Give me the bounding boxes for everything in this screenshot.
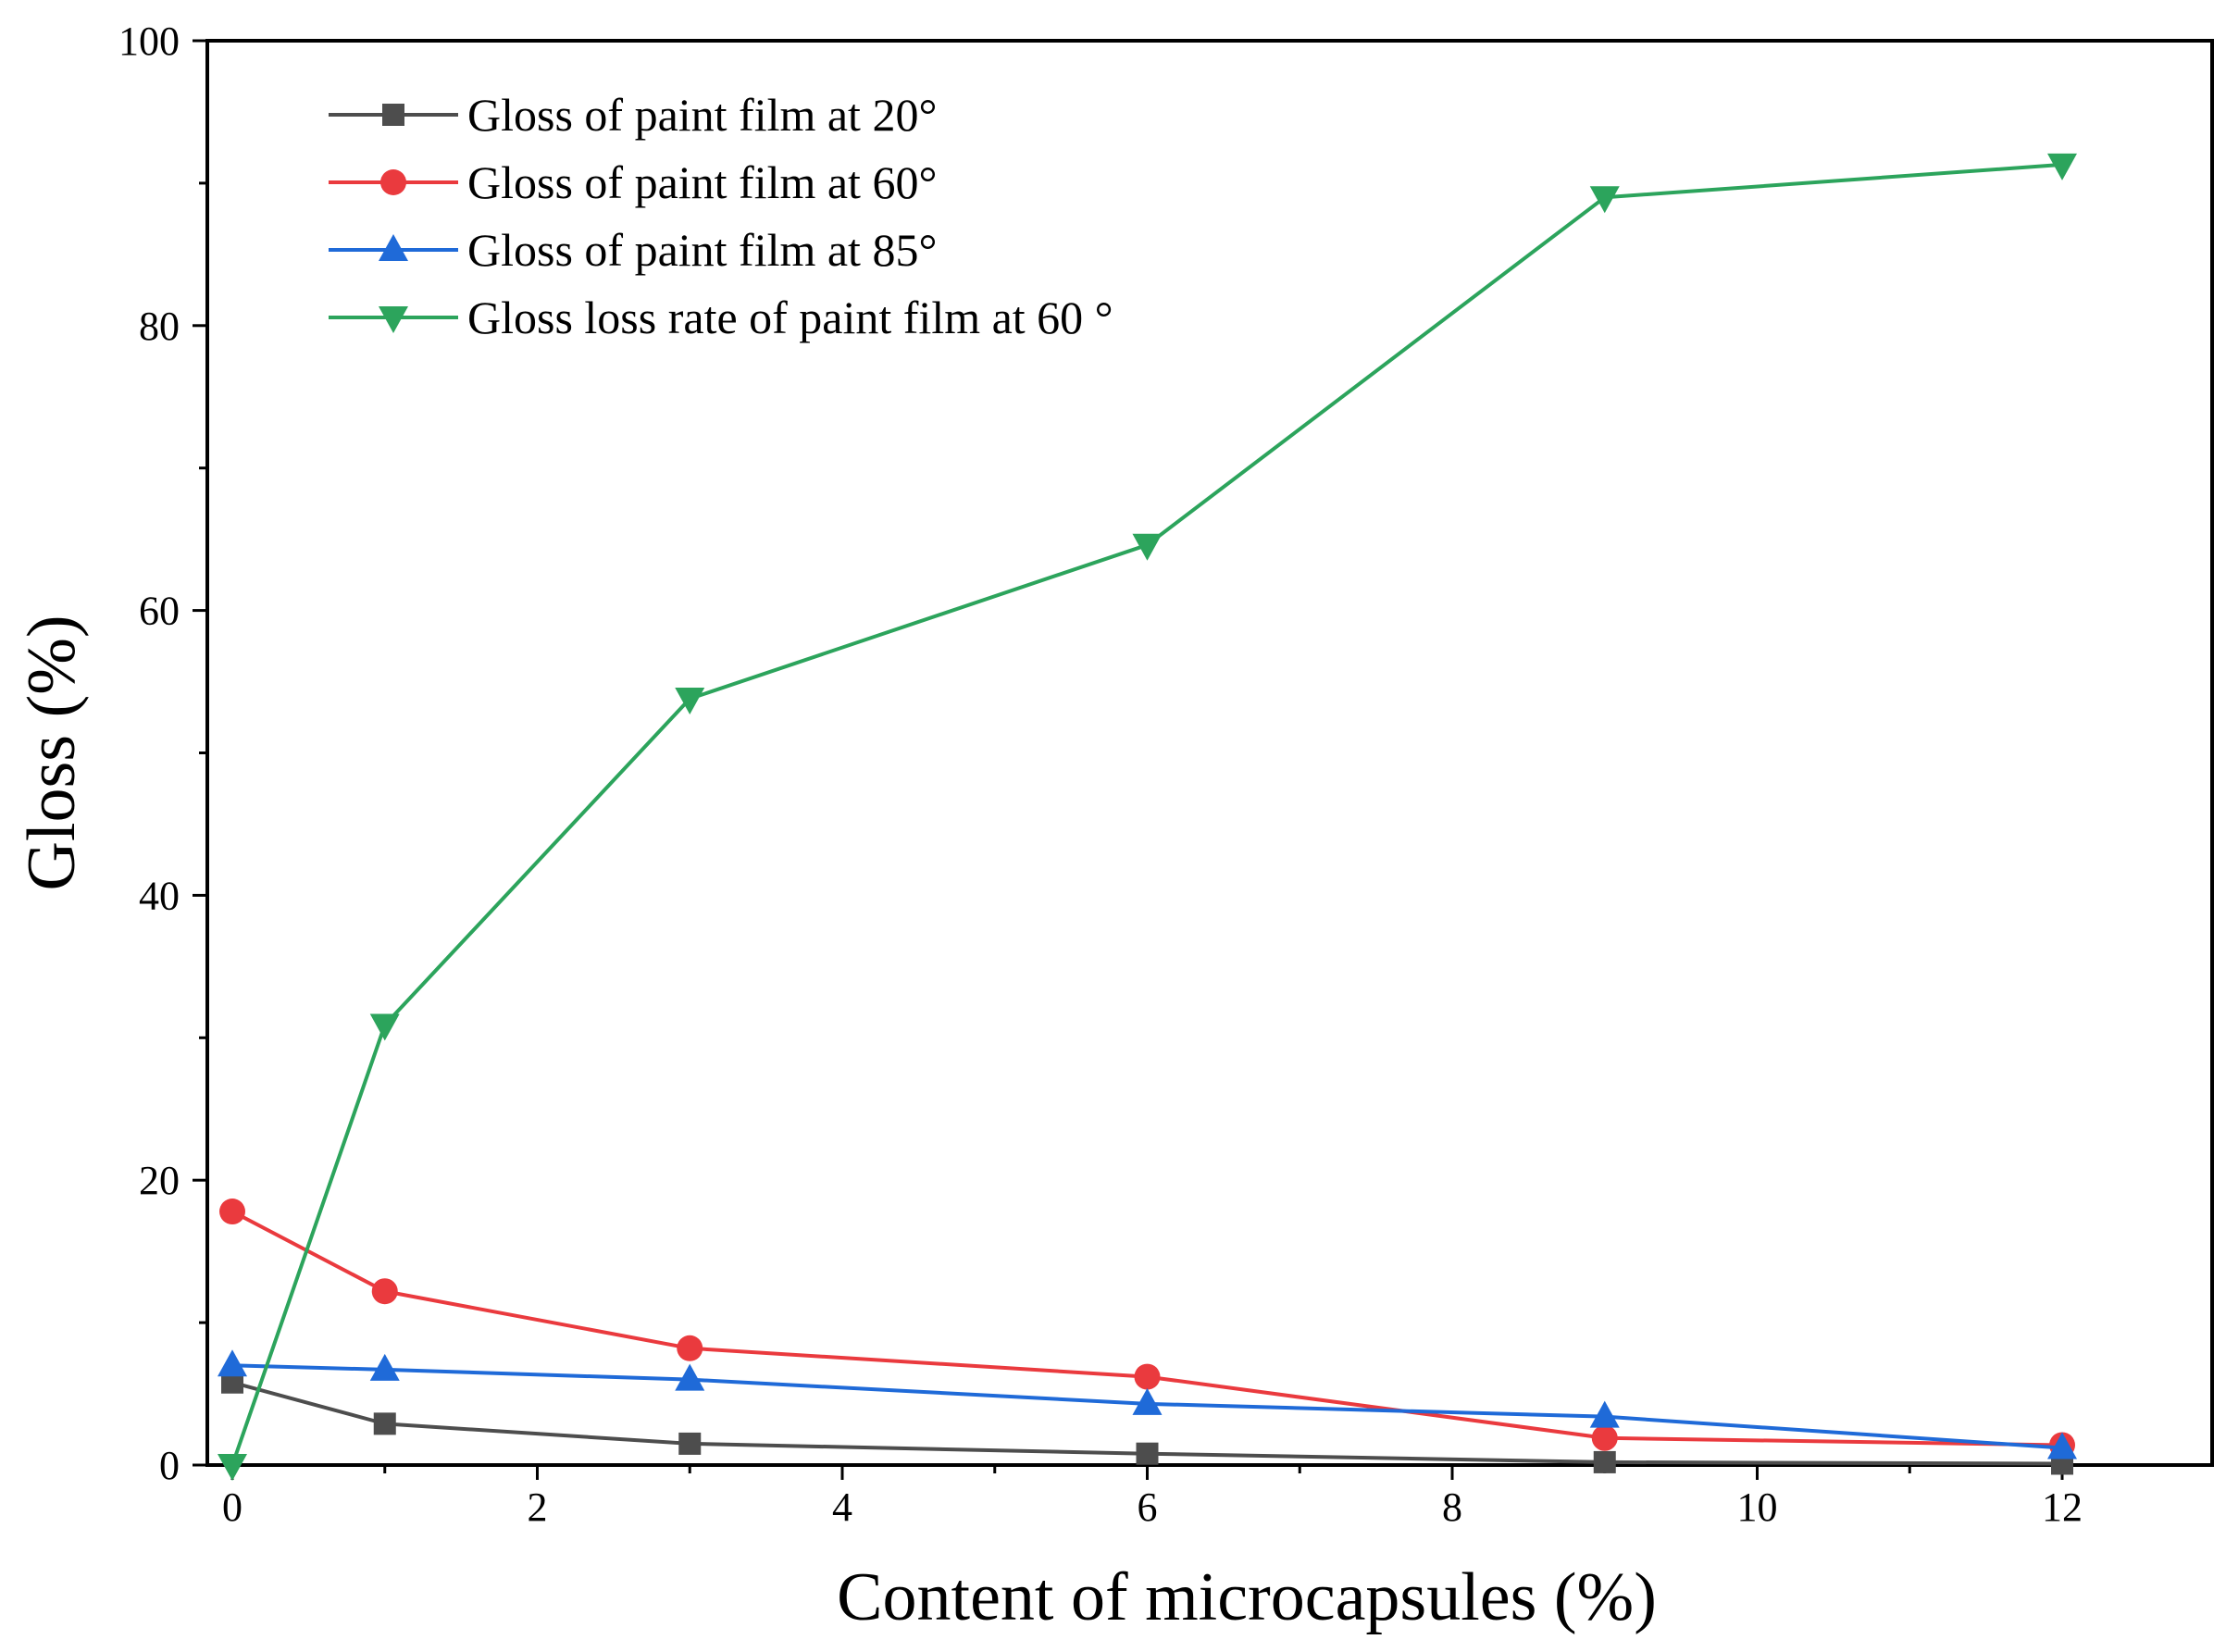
x-tick-label: 0 [222, 1484, 242, 1530]
series-3-point [369, 1353, 400, 1381]
series-1-point [1136, 1442, 1159, 1465]
series-4-point [218, 1454, 247, 1481]
legend: Gloss of paint film at 20° Gloss of paint… [329, 89, 1113, 343]
series-4-point [1132, 533, 1163, 561]
y-axis-title: Gloss (%) [14, 615, 90, 890]
series-1-point [678, 1432, 702, 1455]
series-4-point [2047, 153, 2077, 180]
x-tick-label: 6 [1138, 1484, 1158, 1530]
series-2-point [371, 1278, 398, 1305]
series-3-point [675, 1363, 705, 1391]
series-2-point [1134, 1363, 1161, 1390]
series-1-point [373, 1412, 396, 1435]
series-2-line [231, 1210, 2063, 1447]
series-3-point [1132, 1387, 1163, 1415]
series-1-point [1593, 1450, 1616, 1473]
legend-marker [382, 104, 404, 126]
series-1-line [231, 1380, 2063, 1466]
y-tick-label: 60 [139, 589, 180, 634]
series-3-point [2047, 1432, 2077, 1459]
legend-label: Gloss loss rate of paint film at 60 ° [467, 292, 1113, 343]
x-tick-label: 2 [528, 1484, 548, 1530]
y-tick-label: 100 [118, 19, 180, 64]
axes: 0 20 40 60 80 100 0 2 4 6 8 10 12 [118, 19, 2214, 1530]
series-2-point [677, 1335, 703, 1361]
y-tick-label: 40 [139, 873, 180, 918]
series-3-point [1589, 1400, 1620, 1428]
series-3-line [231, 1363, 2063, 1450]
y-tick-label: 80 [139, 304, 180, 349]
legend-marker [379, 306, 408, 333]
legend-marker [379, 234, 408, 261]
x-tick-label: 12 [2042, 1484, 2083, 1530]
legend-label: Gloss of paint film at 20° [467, 89, 937, 141]
x-axis-title: Content of microcapsules (%) [837, 1559, 1657, 1635]
series-4 [218, 153, 2077, 1481]
series-4-point [675, 688, 705, 715]
series-3-point [218, 1349, 247, 1377]
series-3 [218, 1349, 2077, 1459]
y-tick-label: 20 [139, 1158, 180, 1203]
series-2-point [219, 1199, 245, 1225]
x-tick-label: 8 [1442, 1484, 1462, 1530]
legend-marker [380, 169, 406, 195]
series-2-point [1591, 1424, 1618, 1451]
y-tick-label: 0 [159, 1443, 180, 1488]
legend-label: Gloss of paint film at 60° [467, 156, 937, 208]
series-4-line [230, 162, 2063, 1466]
series-4-point [369, 1013, 400, 1041]
series-4-point [1589, 186, 1620, 214]
legend-label: Gloss of paint film at 85° [467, 224, 937, 276]
x-tick-label: 10 [1737, 1484, 1778, 1530]
x-tick-label: 4 [832, 1484, 852, 1530]
series-2 [219, 1199, 2075, 1459]
series-layer [218, 153, 2077, 1481]
